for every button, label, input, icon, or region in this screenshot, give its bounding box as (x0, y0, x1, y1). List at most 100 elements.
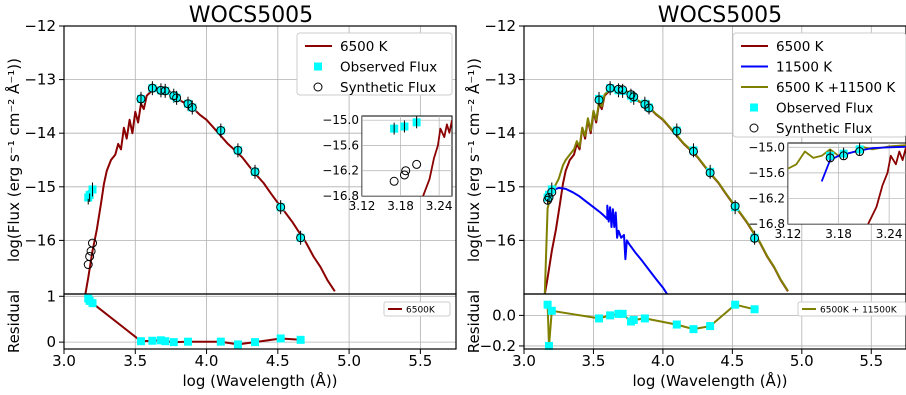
x-tick-label: 3.0 (512, 352, 536, 370)
legend-label: Synthetic Flux (776, 121, 872, 137)
synthetic-flux-point (147, 83, 157, 93)
residual-point (161, 337, 170, 346)
legend-box (732, 32, 906, 138)
residual-point (296, 335, 305, 344)
synthetic-flux-point (296, 233, 306, 243)
inset-x-tick-label: 3.18 (825, 227, 852, 241)
plot-area (83, 81, 336, 294)
x-tick-label: 5.5 (859, 352, 883, 370)
inset-6500k-curve (867, 147, 906, 224)
x-tick-label: 4.0 (651, 352, 675, 370)
y-tick-label: −13 (484, 71, 516, 89)
y-tick-label: −16 (484, 231, 516, 249)
x-tick-label: 4.5 (720, 352, 744, 370)
residual-y-axis-label: Residual (5, 290, 23, 353)
residual-point (233, 340, 242, 349)
inset-y-tick-label: −15.0 (322, 113, 359, 127)
inset-y-tick-label: −15.0 (748, 140, 785, 154)
residual-legend-box (797, 301, 906, 317)
residual-point (595, 314, 604, 323)
residual-point (276, 334, 285, 343)
series-line-6500-k (84, 86, 336, 294)
x-tick-label: 3.0 (52, 352, 76, 370)
synthetic-flux-point (172, 93, 182, 103)
synthetic-flux-point (644, 103, 654, 113)
inset-y-tick-label: −15.6 (322, 138, 359, 152)
legend-label: 6500 K (776, 39, 825, 55)
residual-point (731, 300, 740, 309)
residual-y-tick-label: 1 (46, 287, 56, 305)
residual-legend-box (383, 301, 451, 317)
inset-synthetic-point (855, 147, 865, 157)
residual-legend-label: 6500K + 11500K (820, 306, 898, 316)
synthetic-flux-point (85, 251, 95, 261)
synthetic-flux-point (750, 233, 760, 243)
plot-area (543, 81, 789, 294)
residual-point (606, 311, 615, 320)
y-axis-label: log(Flux (erg s⁻¹ cm⁻² Å⁻¹)) (4, 58, 23, 262)
residual-line (546, 303, 755, 347)
y-tick-label: −12 (484, 17, 516, 35)
legend-synthetic-swatch (749, 123, 759, 133)
residual-point (640, 314, 649, 323)
inset-synthetic-point (839, 151, 849, 161)
residual-axes-frame (523, 293, 906, 350)
y-tick-label: −16 (24, 231, 56, 249)
inset-x-tick-label: 3.12 (775, 227, 802, 241)
residual-point (672, 320, 681, 329)
inset-synthetic-point (389, 176, 399, 186)
synthetic-flux-point (688, 146, 698, 156)
residual-point (136, 337, 145, 346)
legend-box (296, 32, 453, 96)
residual-point (614, 309, 623, 318)
synthetic-flux-point (618, 85, 628, 95)
residual-y-tick-label: −0.2 (480, 337, 516, 355)
inset-synthetic-point (401, 166, 411, 176)
inset-y-tick-label: −16.8 (322, 189, 359, 203)
x-tick-label: 5.0 (337, 352, 361, 370)
synthetic-flux-point (544, 193, 554, 203)
synthetic-flux-point (250, 167, 260, 177)
residual-point (543, 300, 552, 309)
residual-point (156, 336, 165, 345)
x-tick-label: 3.5 (123, 352, 147, 370)
y-tick-label: −12 (24, 17, 56, 35)
synthetic-flux-point (88, 238, 98, 248)
inset-synthetic-point (825, 153, 835, 163)
inset-y-tick-label: −16.2 (748, 191, 785, 205)
synthetic-flux-point (187, 102, 197, 112)
inset-x-tick-label: 3.24 (876, 227, 903, 241)
residual-point (148, 336, 157, 345)
legend-label: Observed Flux (776, 101, 873, 117)
legend-observed-swatch (750, 103, 758, 112)
y-tick-label: −14 (484, 124, 516, 142)
synthetic-flux-point (233, 145, 243, 155)
inset-x-tick-label: 3.18 (387, 199, 414, 213)
inset-plot-area (788, 143, 906, 224)
residual-point (618, 309, 627, 318)
x-axis-label: log (Wavelength (Å)) (632, 371, 787, 390)
residual-point (706, 322, 715, 331)
legend-label: 6500 K (340, 39, 389, 55)
inset-x-tick-label: 3.24 (426, 199, 453, 213)
residual-y-tick-label: 0.0 (492, 306, 516, 324)
synthetic-flux-point (672, 126, 682, 136)
residual-axes-frame (63, 293, 457, 350)
synthetic-flux-point (169, 91, 179, 101)
y-tick-label: −15 (24, 178, 56, 196)
inset-y-tick-label: −15.6 (748, 166, 785, 180)
synthetic-flux-point (156, 85, 166, 95)
residual-point (547, 306, 556, 315)
legend-label: Observed Flux (340, 60, 437, 76)
y-axis-label: log(Flux (erg s⁻¹ cm⁻² Å⁻¹)) (464, 58, 483, 262)
synthetic-flux-point (730, 201, 740, 211)
residual-y-tick-label: 0 (46, 333, 56, 351)
inset-y-tick-label: −16.8 (748, 217, 785, 231)
legend-synthetic-swatch (313, 82, 323, 92)
x-axis-label: log (Wavelength (Å)) (182, 371, 337, 390)
legend-label: 6500 K +11500 K (776, 80, 896, 96)
x-tick-label: 5.5 (408, 352, 432, 370)
inset-synthetic-point (399, 170, 409, 180)
